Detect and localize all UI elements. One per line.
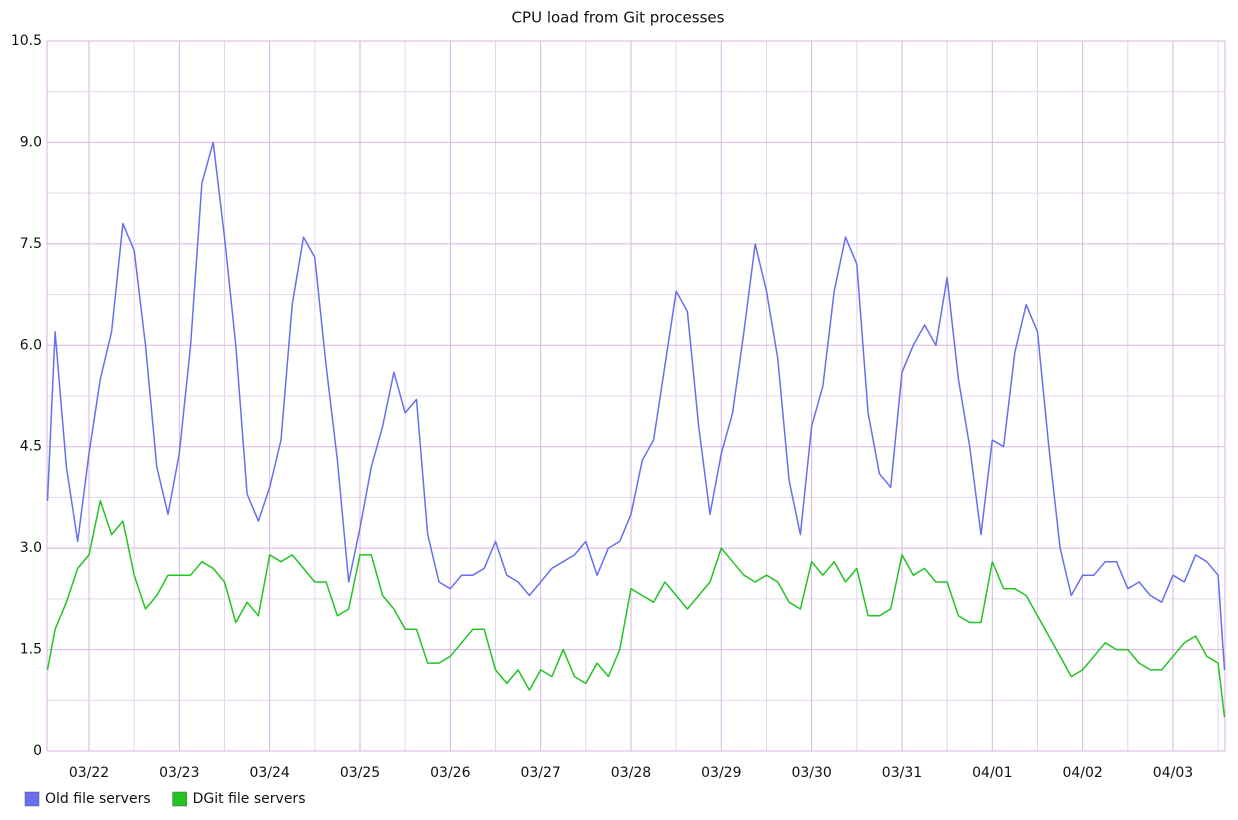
y-tick-label: 9.0 [20,134,42,150]
legend-swatch [172,791,187,807]
x-tick-label: 03/28 [611,765,651,781]
y-tick-label: 10.5 [11,33,42,49]
x-tick-label: 03/29 [701,765,741,781]
x-tick-label: 04/02 [1062,765,1102,781]
x-tick-label: 03/24 [249,765,289,781]
y-tick-label: 4.5 [20,439,42,455]
x-tick-label: 03/26 [430,765,470,781]
series-line [46,141,1226,670]
y-tick-label: 1.5 [20,642,42,658]
y-tick-label: 6.0 [20,337,42,353]
y-tick-label: 7.5 [20,236,42,252]
x-tick-label: 03/25 [340,765,380,781]
legend-swatch [24,791,40,807]
y-tick-label: 3.0 [20,540,42,556]
x-tick-label: 04/01 [972,765,1012,781]
series-line [46,500,1226,718]
x-tick-label: 04/03 [1153,765,1193,781]
legend-label: DGit file servers [193,791,306,807]
x-tick-label: 03/23 [159,765,199,781]
x-tick-label: 03/31 [882,765,922,781]
y-tick-label: 0 [33,743,42,759]
x-tick-label: 03/30 [791,765,831,781]
x-tick-label: 03/27 [520,765,560,781]
legend-label: Old file servers [45,791,151,807]
x-tick-label: 03/22 [69,765,109,781]
chart-title: CPU load from Git processes [512,9,725,27]
